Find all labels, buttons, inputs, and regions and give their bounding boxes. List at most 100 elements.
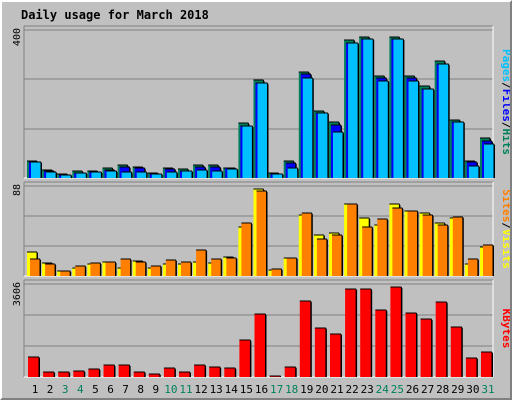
bar-pages: [438, 63, 450, 178]
bar-sites-fill: [407, 211, 418, 276]
legend-kbytes: KBytes: [500, 309, 510, 349]
bar-kbytes: [405, 312, 418, 377]
bar-pages: [453, 121, 465, 178]
day-label: 15: [240, 383, 253, 396]
legend-pages: Pages: [500, 49, 510, 82]
bar-sites-fill: [196, 250, 207, 276]
bar-pages: [151, 173, 163, 178]
bar-sites-fill: [256, 191, 267, 276]
bar-sites-fill: [120, 259, 131, 276]
bar-kbytes-fill: [284, 367, 296, 377]
legend-sites: Sites: [500, 189, 510, 222]
day-label: 28: [436, 383, 449, 396]
bar-pages: [408, 80, 420, 178]
bar-pages-fill: [121, 172, 132, 178]
bar-kbytes-fill: [481, 352, 492, 377]
bar-sites-fill: [437, 225, 448, 276]
bar-sites: [60, 270, 72, 276]
legend-separator: /: [500, 122, 510, 129]
bar-pages-fill: [91, 172, 102, 178]
bar-kbytes-fill: [194, 365, 206, 377]
day-label: 4: [77, 383, 84, 396]
bar-sites-fill: [316, 239, 327, 276]
bar-kbytes-fill: [73, 371, 85, 377]
bar-kbytes: [103, 364, 116, 377]
bar-kbytes: [179, 371, 191, 377]
bar-sites: [45, 263, 57, 276]
bar-sites-fill: [165, 260, 176, 276]
bar-pages: [197, 169, 209, 178]
bar-kbytes: [58, 371, 71, 377]
day-label: 13: [210, 383, 223, 396]
bar-kbytes-fill: [420, 319, 432, 377]
bar-kbytes: [163, 367, 176, 377]
bar-pages-fill: [76, 173, 87, 178]
bar-sites-fill: [286, 258, 297, 276]
bar-pages: [121, 171, 133, 178]
bar-pages: [363, 38, 375, 178]
bar-kbytes-fill: [88, 369, 100, 377]
legend-files: Files: [500, 89, 510, 122]
bar-kbytes: [148, 373, 161, 377]
legend-separator: /: [500, 82, 510, 89]
day-label: 16: [255, 383, 268, 396]
bar-kbytes: [88, 368, 101, 377]
bar-kbytes-fill: [179, 372, 190, 377]
bar-sites: [437, 224, 449, 276]
bar-pages-fill: [272, 174, 283, 178]
bar-kbytes-fill: [239, 340, 251, 377]
bar-kbytes: [254, 313, 267, 377]
bar-sites: [120, 258, 132, 276]
bar-kbytes: [450, 326, 463, 377]
bar-sites: [316, 238, 328, 276]
bar-pages-fill: [257, 83, 268, 178]
bar-pages: [272, 173, 284, 178]
bar-kbytes: [133, 371, 146, 377]
day-label: 18: [285, 383, 298, 396]
bar-pages: [31, 161, 42, 178]
bar-sites: [256, 190, 268, 276]
bar-sites-fill: [362, 227, 373, 276]
bar-kbytes: [465, 357, 478, 377]
bar-kbytes: [420, 318, 433, 377]
bar-kbytes: [284, 366, 297, 377]
day-label: 17: [270, 383, 283, 396]
scale-label-hits-files-pages: 400: [12, 28, 23, 46]
bar-sites: [362, 226, 374, 276]
bar-sites-fill: [483, 245, 493, 276]
bar-sites-fill: [452, 217, 463, 276]
bar-kbytes: [390, 286, 403, 377]
bar-pages-fill: [182, 171, 192, 178]
legend-hits: Hits: [500, 129, 510, 156]
bar-sites: [377, 218, 389, 276]
day-label: 21: [330, 383, 343, 396]
bar-sites: [332, 234, 343, 276]
bar-pages: [302, 77, 314, 178]
bar-pages: [91, 171, 103, 178]
scale-label-visits-sites: 88: [12, 184, 23, 196]
bar-sites: [301, 212, 313, 276]
day-label: 11: [179, 383, 192, 396]
bar-kbytes: [73, 370, 86, 377]
day-label: 8: [137, 383, 144, 396]
bar-pages-fill: [468, 166, 479, 178]
day-label: 20: [315, 383, 328, 396]
bar-sites: [150, 265, 162, 276]
bar-sites: [105, 261, 117, 276]
bar-kbytes-fill: [390, 287, 402, 377]
bar-pages: [76, 172, 88, 178]
bar-kbytes: [239, 339, 252, 377]
bar-sites-fill: [347, 204, 358, 276]
bar-sites: [196, 249, 208, 276]
bar-sites: [467, 258, 479, 276]
bar-kbytes: [43, 371, 56, 377]
scale-label-kbytes: 3606: [12, 282, 23, 306]
bar-sites-fill: [45, 264, 56, 276]
bar-sites: [347, 203, 359, 276]
bar-pages: [393, 38, 405, 178]
bar-sites-fill: [392, 208, 403, 276]
bar-kbytes: [224, 367, 237, 377]
bar-pages-fill: [453, 122, 464, 178]
bar-kbytes-fill: [330, 334, 341, 377]
